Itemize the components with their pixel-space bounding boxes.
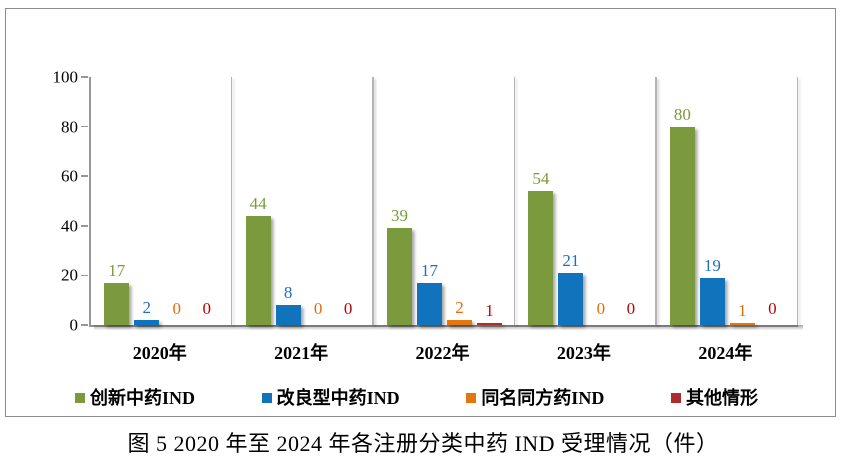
legend-item: 同名同方药IND [466,389,604,407]
bar-value-label: 19 [703,255,721,275]
category-group: 17 2 0 0 [91,77,232,325]
bar-value-label: 8 [283,283,293,303]
baseline-shadow [94,325,803,330]
y-tick-label: 20 [61,265,78,285]
legend-swatch-icon [75,393,85,403]
category-gridline [513,77,516,325]
x-axis-labels: 2020年 2021年 2022年 2023年 2024年 [89,339,796,365]
bar-value-label: 39 [391,206,409,226]
bar-value-label: 0 [768,299,777,318]
bar-value-label: 0 [343,299,353,318]
legend-item: 其他情形 [670,388,758,408]
legend-item: 创新中药IND [75,389,195,407]
bar-value-label: 0 [202,299,211,318]
x-tick-label: 2023年 [556,343,611,363]
bar-value-label: 80 [673,104,691,124]
y-tick-label: 0 [69,315,79,335]
bar-value-label: 17 [108,260,126,280]
bar-group: 80 19 1 0 [657,106,798,325]
y-tick-mark [81,274,88,277]
chart-frame: 17 2 0 0 44 8 0 0 39 17 2 1 54 21 0 0 80 19 1 0 2020年 2021年 2… [5,8,836,417]
category-row: 17 2 0 0 44 8 0 0 39 17 2 1 54 21 0 0 80 19 1 0 [91,77,798,325]
bar-2023年-series0: 54 [528,170,554,325]
bar-value-label: 44 [249,193,267,213]
bar-value-label: 21 [562,250,580,270]
category-gridline [230,77,233,325]
bar-group: 44 8 0 0 [232,195,373,325]
legend-label: 改良型中药IND [276,388,400,408]
bar-2021年-series1: 8 [275,284,301,325]
legend-label: 创新中药IND [90,388,196,408]
y-tick-mark [81,225,88,227]
y-tick-mark [81,324,88,326]
y-tick-label: 40 [61,216,78,236]
legend-label: 其他情形 [685,388,758,408]
bar-2024年-series0: 80 [669,106,695,325]
bar-value-label: 2 [455,298,464,317]
legend: 创新中药IND 改良型中药IND 同名同方药IND 其他情形 [75,389,758,407]
plot-area: 17 2 0 0 44 8 0 0 39 17 2 1 54 21 0 0 80 19 1 0 [89,77,803,330]
category-group: 80 19 1 0 [657,77,798,325]
category-group: 39 17 2 1 [374,77,515,325]
legend-item: 改良型中药IND [261,388,400,408]
x-tick-label: 2021年 [274,343,329,363]
legend-label: 同名同方药IND [481,388,605,408]
bar-2021年-series0: 44 [245,195,271,325]
bar-value-label: 1 [738,300,747,320]
bar-value-label: 1 [485,300,494,320]
bar-2024年-series1: 19 [699,257,725,325]
bar-value-label: 2 [142,298,151,317]
bar-2022年-series2: 2 [447,299,473,325]
bar-2022年-series3: 1 [477,302,503,325]
y-tick-label: 60 [61,166,78,186]
category-group: 44 8 0 0 [232,77,373,325]
y-tick-mark [81,125,88,128]
bar-2022年-series1: 17 [417,262,443,325]
bar-2023年-series1: 21 [558,252,584,325]
category-gridline [796,77,798,325]
category-group: 54 21 0 0 [515,77,656,325]
bar-value-label: 17 [421,260,439,280]
category-gridline [655,77,657,325]
legend-swatch-icon [466,393,477,403]
bar-value-label: 0 [313,299,323,318]
x-tick-label: 2024年 [698,343,753,363]
y-tick-mark [81,175,88,177]
bar-2020年-series1: 2 [134,299,160,325]
bar-2024年-series2: 1 [729,302,755,325]
legend-swatch-icon [670,393,681,403]
bar-group: 54 21 0 0 [515,170,656,325]
category-gridline [372,77,374,325]
bar-2020年-series0: 17 [104,262,130,325]
bar-2022年-series0: 39 [387,207,413,325]
y-tick-label: 100 [52,67,79,87]
legend-swatch-icon [261,393,272,403]
y-tick-label: 80 [61,117,78,137]
bar-value-label: 0 [172,299,181,318]
x-tick-label: 2020年 [132,343,187,363]
bar-group: 39 17 2 1 [374,207,515,325]
bar-value-label: 54 [532,169,550,189]
bar-value-label: 0 [626,299,636,318]
y-tick-mark [81,76,88,78]
bar-group: 17 2 0 0 [91,262,232,325]
figure-caption: 图 5 2020 年至 2024 年各注册分类中药 IND 受理情况（件） [127,431,719,456]
x-tick-label: 2022年 [415,343,470,363]
bar-value-label: 0 [596,299,606,318]
